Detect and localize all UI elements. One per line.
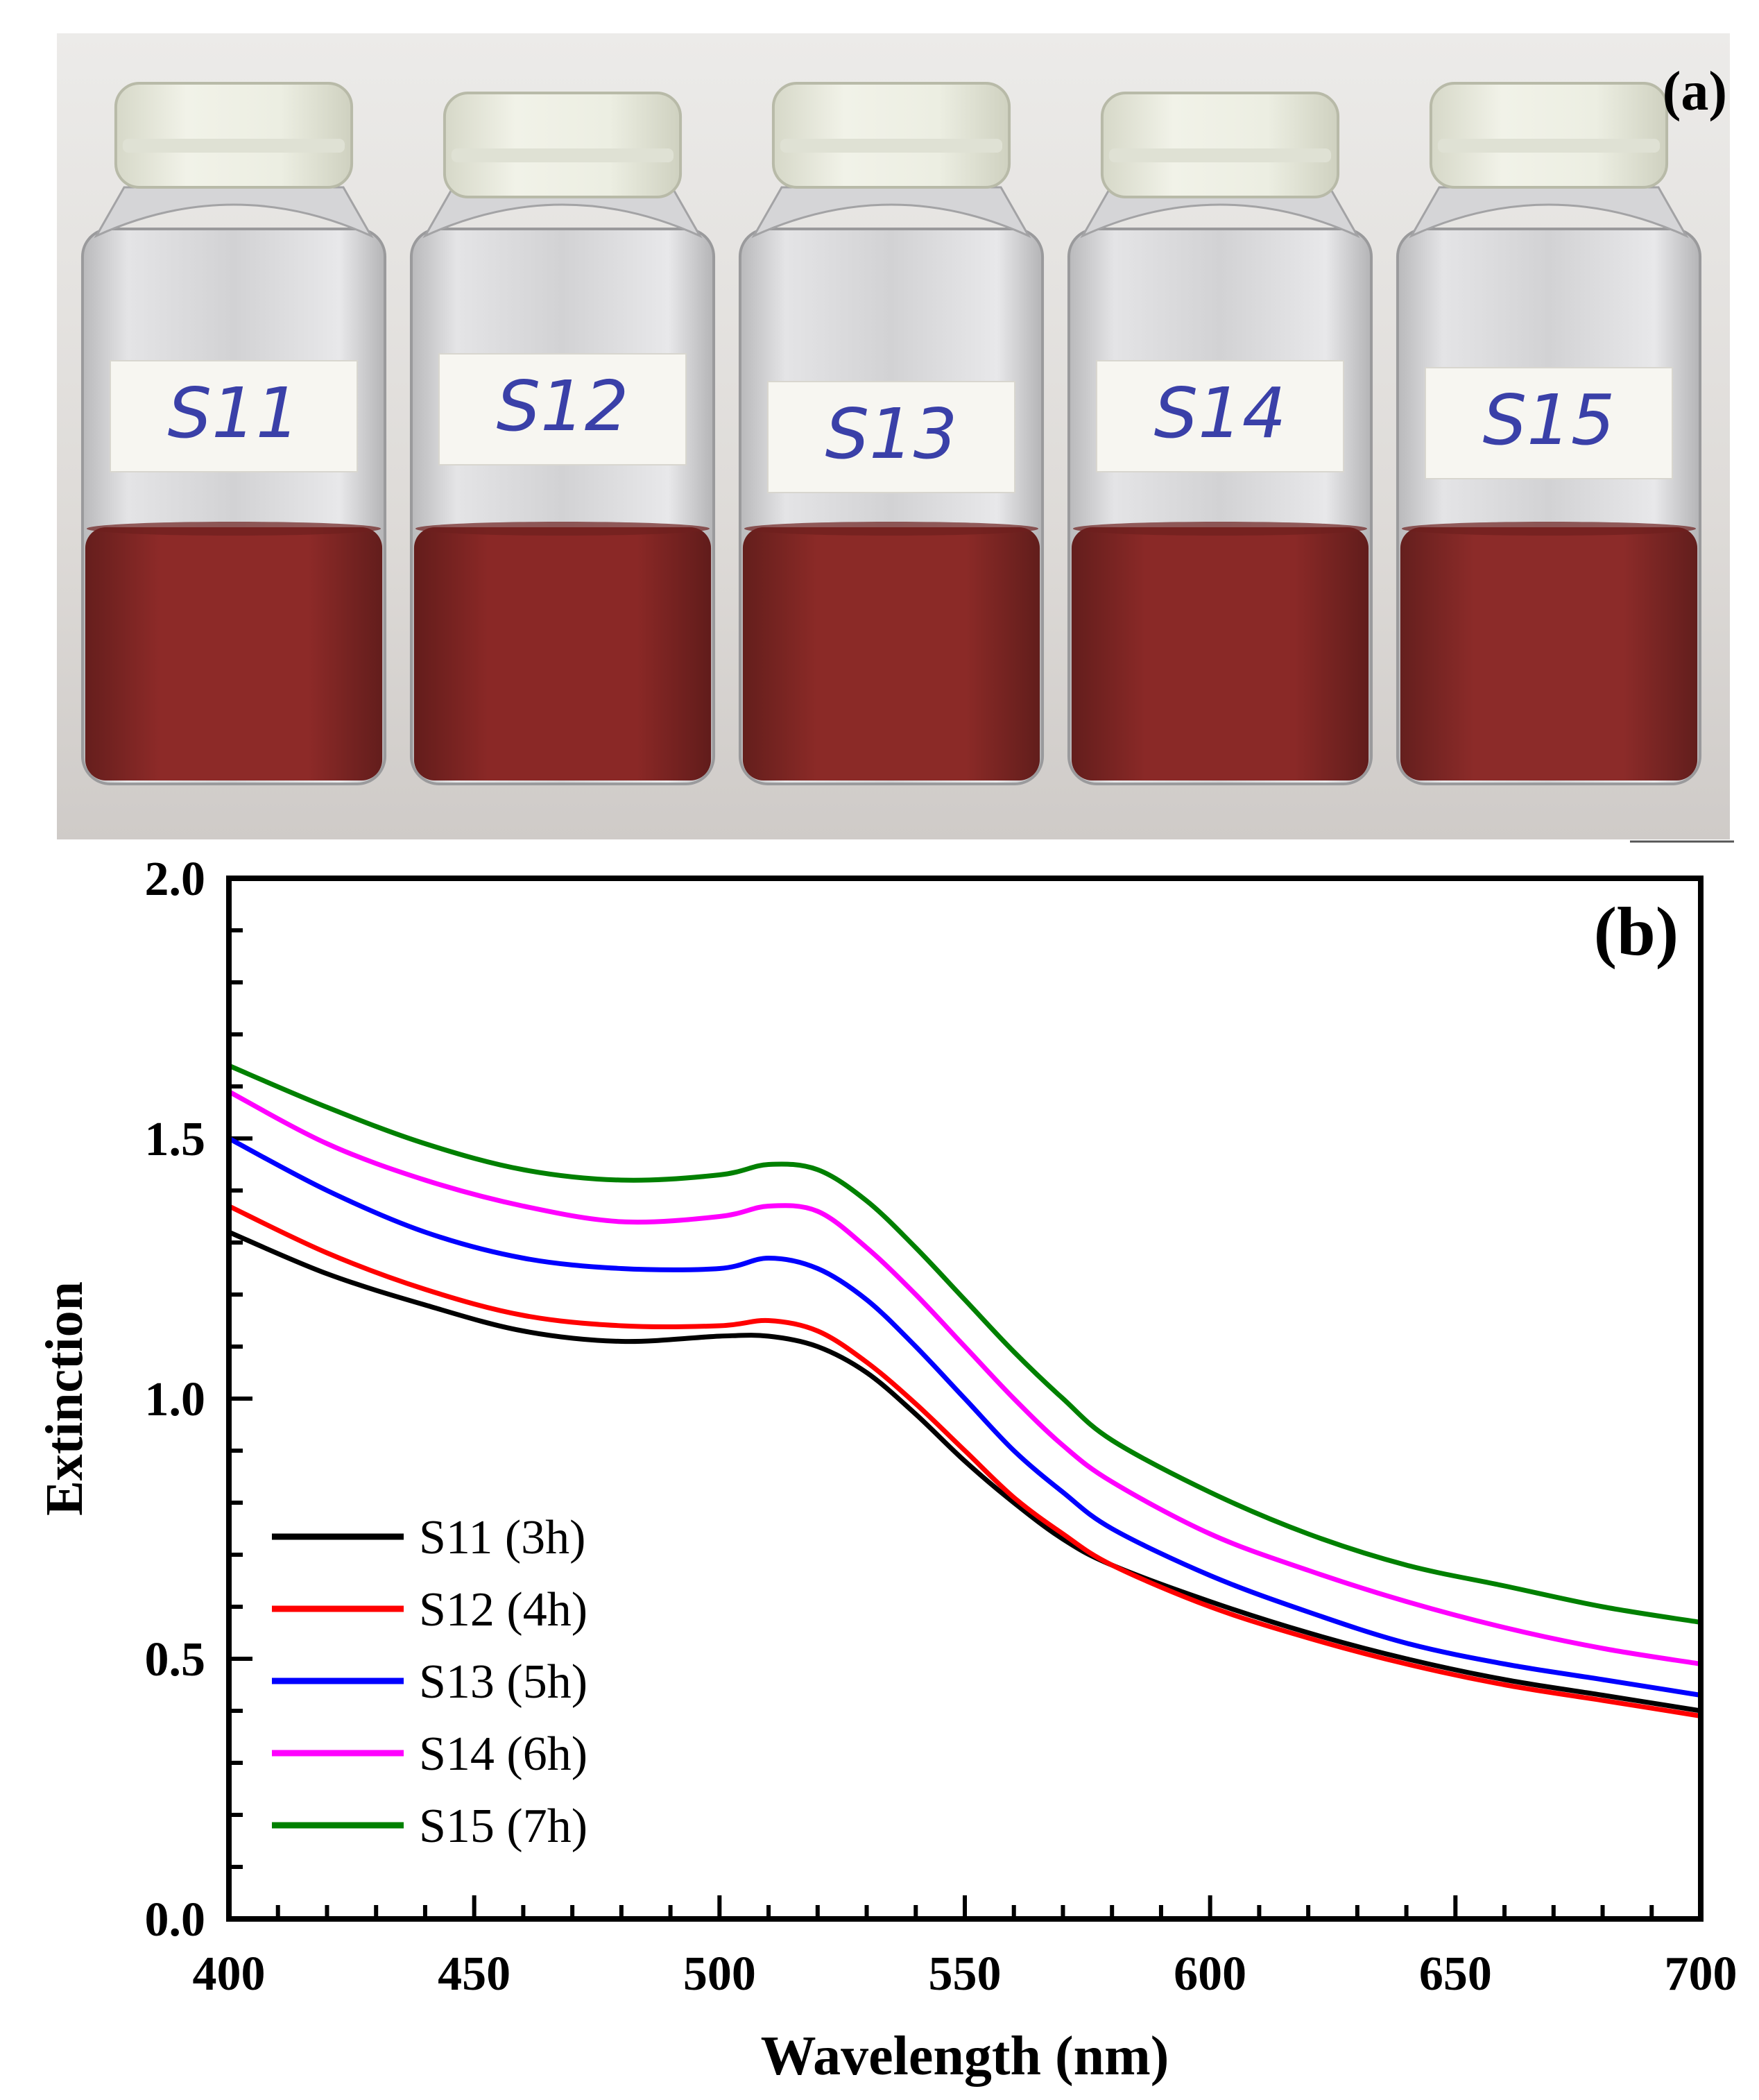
x-tick-label: 400 [193, 1947, 266, 2001]
vial-label-paper [438, 353, 687, 466]
legend-label: S15 (7h) [419, 1800, 587, 1853]
x-tick-label: 600 [1174, 1947, 1246, 2001]
vial-meniscus [744, 522, 1039, 536]
vial-cap-ring [451, 148, 674, 162]
plot-frame [226, 876, 1704, 1922]
vial: S13 [738, 82, 1045, 785]
vial-label-paper [109, 360, 359, 472]
vial-cap-ring [122, 139, 345, 153]
vial-cap-ring [1437, 139, 1661, 153]
series-lines [226, 1063, 1704, 1718]
legend-item: S11 (3h) [272, 1511, 585, 1564]
vial-liquid-shade [1400, 527, 1698, 780]
series-line [226, 1089, 1704, 1666]
vial-label-text: S15 [1483, 379, 1615, 461]
vial-meniscus [415, 522, 710, 536]
chart-panel: 400 450 500 550 600 650 700 0.0 0.5 1.0 1.5 2.0 (b)… [35, 853, 1737, 2087]
x-axis-label: Wavelength (nm) [761, 2026, 1169, 2087]
tick-labels: 400 450 500 550 600 650 700 0.0 0.5 1.0 1.5 2.0 [145, 853, 1737, 2001]
vial-label-paper [1424, 367, 1674, 479]
chart-panel-label: (b) [1594, 893, 1679, 970]
vial-neck [422, 186, 703, 239]
vial-label-text: S14 [1154, 373, 1287, 454]
legend-item: S13 (5h) [272, 1655, 587, 1709]
y-axis-label: Extinction [35, 1281, 94, 1516]
vial-cap-ring [780, 139, 1003, 153]
legend-item: S15 (7h) [272, 1800, 587, 1853]
vial-label-text: S13 [825, 393, 958, 475]
vial-neck [751, 186, 1031, 239]
vial-label-text: S12 [497, 366, 629, 447]
vial-liquid-shade [85, 527, 383, 780]
vial: S12 [409, 92, 716, 785]
vial-label-paper [1095, 360, 1345, 472]
vial: S15 [1396, 82, 1702, 785]
vial-meniscus [1072, 522, 1368, 536]
legend-label: S11 (3h) [419, 1511, 585, 1564]
legend-label: S12 (4h) [419, 1583, 587, 1637]
legend-item: S12 (4h) [272, 1583, 587, 1637]
y-tick-label: 2.0 [145, 853, 206, 906]
x-tick-label: 650 [1419, 1947, 1492, 2001]
vial: S11 [80, 82, 387, 785]
vial-neck [1080, 186, 1360, 239]
y-tick-label: 0.0 [145, 1893, 206, 1947]
vial-cap [1429, 82, 1669, 189]
vial-cap-ring [1108, 148, 1332, 162]
vial-liquid-shade [1071, 527, 1369, 780]
series-line [226, 1136, 1704, 1698]
series-line [226, 1229, 1704, 1714]
vial-cap [1100, 92, 1340, 198]
x-tick-label: 700 [1665, 1947, 1737, 2001]
vial-cap [771, 82, 1011, 189]
legend-item: S14 (6h) [272, 1727, 587, 1781]
photo-panel-label: (a) [1663, 61, 1727, 122]
vial-meniscus [1401, 522, 1697, 536]
vial-neck [1409, 186, 1689, 239]
x-tick-label: 450 [438, 1947, 510, 2001]
vial-liquid-shade [413, 527, 712, 780]
y-tick-label: 1.5 [145, 1113, 206, 1166]
vial-neck [94, 186, 374, 239]
series-line [226, 1063, 1704, 1625]
photo-panel: S11 S12 S13 S14 S15 (a) [57, 33, 1730, 839]
y-tick-label: 0.5 [145, 1633, 206, 1687]
vial-cap [443, 92, 683, 198]
vial: S14 [1067, 92, 1373, 785]
vial-meniscus [86, 522, 381, 536]
vial-label-paper [766, 381, 1016, 493]
legend-label: S13 (5h) [419, 1655, 587, 1709]
vial-liquid-shade [742, 527, 1040, 780]
vial-cap [114, 82, 354, 189]
vial-group: S11 S12 S13 S14 S15 [80, 82, 1702, 785]
legend-label: S14 (6h) [419, 1727, 587, 1781]
vial-label-text: S11 [168, 373, 300, 454]
series-line [226, 1204, 1704, 1718]
legend: S11 (3h) S12 (4h) S13 (5h) S14 (6h) S15 (7h) [272, 1511, 587, 1853]
x-tick-label: 500 [683, 1947, 756, 2001]
y-tick-label: 1.0 [145, 1373, 206, 1426]
x-tick-label: 550 [929, 1947, 1002, 2001]
